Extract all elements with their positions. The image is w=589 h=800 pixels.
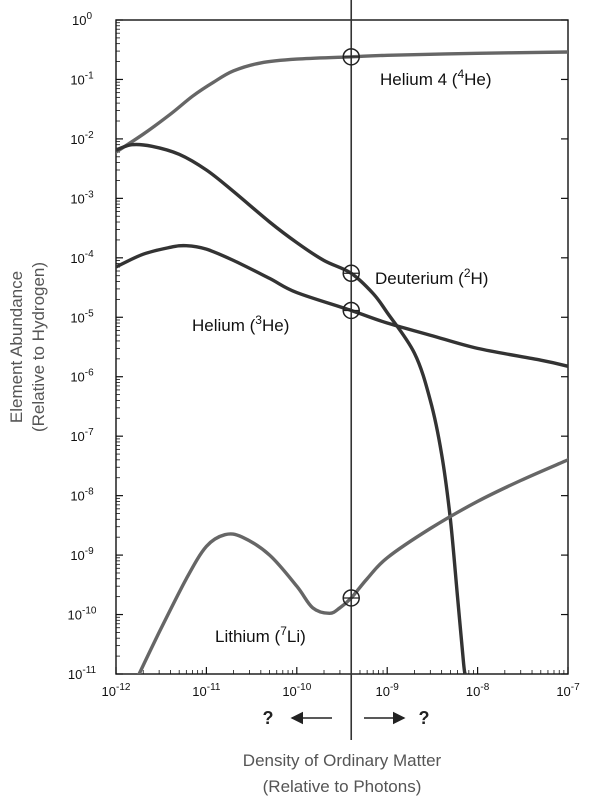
y-tick-label-exponent: -6 (85, 368, 94, 379)
x-tick-label: 10-10 (282, 682, 311, 699)
y-tick-label-base: 10 (70, 132, 84, 147)
x-tick-label: 10-11 (192, 682, 221, 699)
y-axis-title-line-2: (Relative to Hydrogen) (29, 262, 48, 432)
right-question-mark: ? (419, 708, 430, 728)
series-label-deuterium: Deuterium (2H) (375, 266, 488, 288)
y-tick-label: 10-4 (70, 249, 94, 266)
y-tick-label-exponent: -10 (82, 606, 97, 617)
x-tick-label-exponent: -9 (390, 682, 399, 693)
y-tick-label-exponent: -9 (85, 546, 94, 557)
plot-frame (115, 19, 569, 675)
x-tick-label: 10-7 (556, 682, 580, 699)
y-tick-label-base: 10 (70, 548, 84, 563)
y-tick-label: 10-6 (70, 368, 94, 385)
y-tick-label: 10-3 (70, 189, 94, 206)
y-tick-label: 10-1 (70, 70, 94, 87)
y-tick-label-exponent: -11 (82, 665, 96, 676)
y-tick-label-base: 10 (70, 429, 84, 444)
y-tick-label-base: 10 (70, 191, 84, 206)
x-tick-label-exponent: -10 (297, 682, 312, 693)
series-line-lithium-7 (137, 458, 568, 674)
x-tick-label-exponent: -8 (480, 682, 489, 693)
series-label-superscript: 7 (280, 624, 287, 638)
y-tick-label: 10-10 (68, 606, 97, 623)
series-label-lithium-7: Lithium (7Li) (215, 624, 306, 646)
series-group (116, 50, 568, 674)
series-line-helium-3 (116, 243, 568, 368)
x-tick-label-base: 10 (102, 684, 116, 699)
series-line-helium-4 (116, 50, 568, 154)
y-axis-title-line-1: Element Abundance (7, 271, 26, 423)
y-tick-label-exponent: -5 (85, 308, 94, 319)
x-tick-label: 10-8 (466, 682, 490, 699)
y-tick-label-base: 10 (68, 667, 82, 682)
y-tick-label: 10-8 (70, 487, 94, 504)
ticks-group: 10010-110-210-310-410-510-610-710-810-91… (68, 11, 581, 699)
y-tick-label-base: 10 (70, 251, 84, 266)
series-label-text: Helium 4 ( (380, 70, 458, 89)
x-axis-title-line-2: (Relative to Photons) (263, 777, 422, 796)
series-label-helium-4: Helium 4 (4He) (380, 67, 492, 89)
markers-group (342, 48, 360, 607)
y-tick-label-base: 10 (72, 13, 86, 28)
series-label-text: Helium ( (192, 316, 256, 335)
series-label-helium-3: Helium (3He) (192, 313, 289, 335)
x-tick-label-base: 10 (192, 684, 206, 699)
series-labels-group: Helium 4 (4He)Deuterium (2H)Helium (3He)… (192, 67, 492, 646)
x-axis-title-line-1: Density of Ordinary Matter (243, 751, 442, 770)
y-tick-label-exponent: -2 (85, 130, 94, 141)
series-label-text: He) (464, 70, 491, 89)
y-tick-label-exponent: -7 (85, 427, 94, 438)
x-tick-label-base: 10 (282, 684, 296, 699)
y-tick-label: 10-5 (70, 308, 94, 325)
y-tick-label-base: 10 (68, 608, 82, 623)
series-label-text: H) (471, 269, 489, 288)
x-tick-label: 10-9 (376, 682, 400, 699)
y-tick-label-exponent: -8 (85, 487, 94, 498)
series-line-deuterium (116, 142, 467, 674)
y-tick-label: 100 (72, 11, 92, 28)
series-label-text: Lithium ( (215, 627, 281, 646)
y-tick-label: 10-7 (70, 427, 94, 444)
x-tick-label: 10-12 (102, 682, 131, 699)
y-tick-label-base: 10 (70, 370, 84, 385)
y-tick-label-base: 10 (70, 489, 84, 504)
y-tick-label-exponent: 0 (86, 11, 92, 22)
y-tick-label: 10-11 (68, 665, 97, 682)
x-tick-label-exponent: -12 (116, 682, 131, 693)
x-tick-label-base: 10 (466, 684, 480, 699)
series-label-text: Li) (287, 627, 306, 646)
y-tick-label-exponent: -1 (85, 70, 94, 81)
x-tick-label-base: 10 (556, 684, 570, 699)
y-tick-label-exponent: -4 (85, 249, 94, 260)
y-tick-label-exponent: -3 (85, 189, 94, 200)
y-tick-label-base: 10 (70, 72, 84, 87)
series-label-text: Deuterium ( (375, 269, 464, 288)
series-label-superscript: 3 (255, 313, 262, 327)
series-label-superscript: 4 (457, 67, 464, 81)
left-question-mark: ? (263, 708, 274, 728)
x-tick-label-exponent: -7 (571, 682, 580, 693)
x-tick-label-base: 10 (376, 684, 390, 699)
y-tick-label: 10-9 (70, 546, 94, 563)
series-label-superscript: 2 (464, 266, 471, 280)
y-tick-label-base: 10 (70, 310, 84, 325)
y-tick-label: 10-2 (70, 130, 94, 147)
x-tick-label-exponent: -11 (207, 682, 221, 693)
series-label-text: He) (262, 316, 289, 335)
